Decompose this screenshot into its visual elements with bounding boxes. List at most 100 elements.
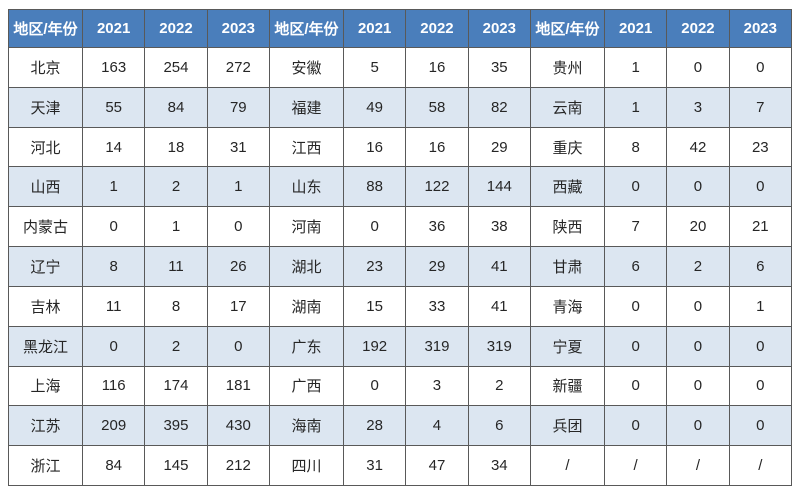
table-row: 黑龙江 0 2 0 广东 192 319 319 宁夏 0 0 0 — [8, 325, 793, 367]
value-cell: 144 — [467, 166, 531, 208]
value-cell: 0 — [728, 166, 793, 208]
value-cell: 6 — [467, 405, 531, 447]
value-cell: / — [666, 445, 730, 486]
region-cell: 甘肃 — [529, 246, 605, 287]
value-cell: 18 — [144, 126, 208, 168]
value-cell: 1 — [603, 86, 668, 128]
region-cell: 海南 — [268, 405, 344, 447]
value-cell: 55 — [81, 86, 146, 128]
value-cell: 0 — [206, 325, 270, 367]
region-cell: 上海 — [8, 365, 83, 407]
value-cell: 0 — [603, 166, 668, 208]
value-cell: 23 — [342, 246, 407, 287]
value-cell: / — [603, 445, 668, 486]
value-cell: 0 — [603, 285, 668, 327]
value-cell: 116 — [81, 365, 146, 407]
value-cell: 319 — [405, 325, 469, 367]
value-cell: 0 — [603, 325, 668, 367]
value-cell: 2 — [144, 325, 208, 367]
value-cell: 0 — [666, 365, 730, 407]
value-cell: 0 — [603, 405, 668, 447]
value-cell: 7 — [603, 206, 668, 248]
value-cell: 47 — [405, 445, 469, 486]
table-row: 吉林 11 8 17 湖南 15 33 41 青海 0 0 1 — [8, 285, 793, 327]
value-cell: 0 — [728, 47, 793, 88]
value-cell: / — [728, 445, 793, 486]
table-row: 江苏 209 395 430 海南 28 4 6 兵团 0 0 0 — [8, 405, 793, 447]
value-cell: 0 — [728, 405, 793, 447]
region-cell: 云南 — [529, 86, 605, 128]
region-cell: 贵州 — [529, 47, 605, 88]
header-cell-year: 2023 — [467, 9, 531, 48]
value-cell: 3 — [666, 86, 730, 128]
value-cell: 31 — [206, 126, 270, 168]
header-cell-region-year: 地区/年份 — [529, 9, 605, 48]
region-cell: 黑龙江 — [8, 325, 83, 367]
region-cell: 四川 — [268, 445, 344, 486]
value-cell: 145 — [144, 445, 208, 486]
value-cell: 0 — [342, 365, 407, 407]
value-cell: 0 — [666, 47, 730, 88]
table-row: 天津 55 84 79 福建 49 58 82 云南 1 3 7 — [8, 86, 793, 128]
value-cell: 181 — [206, 365, 270, 407]
region-cell: 江苏 — [8, 405, 83, 447]
region-cell: 山西 — [8, 166, 83, 208]
region-cell: 广西 — [268, 365, 344, 407]
value-cell: 31 — [342, 445, 407, 486]
region-cell: 江西 — [268, 126, 344, 168]
value-cell: 5 — [342, 47, 407, 88]
value-cell: 0 — [728, 365, 793, 407]
header-cell-year: 2021 — [342, 9, 407, 48]
region-cell: 陕西 — [529, 206, 605, 248]
value-cell: 4 — [405, 405, 469, 447]
region-cell: 湖南 — [268, 285, 344, 327]
header-cell-year: 2021 — [81, 9, 146, 48]
table-row: 山西 1 2 1 山东 88 122 144 西藏 0 0 0 — [8, 166, 793, 208]
value-cell: 16 — [342, 126, 407, 168]
value-cell: 192 — [342, 325, 407, 367]
value-cell: 319 — [467, 325, 531, 367]
region-cell: 辽宁 — [8, 246, 83, 287]
table-head: 地区/年份 2021 2022 2023 地区/年份 2021 2022 2023 地区/年份 2… — [8, 9, 793, 48]
value-cell: 82 — [467, 86, 531, 128]
value-cell: 0 — [81, 206, 146, 248]
region-cell: 兵团 — [529, 405, 605, 447]
value-cell: 212 — [206, 445, 270, 486]
value-cell: 1 — [206, 166, 270, 208]
value-cell: 6 — [728, 246, 793, 287]
value-cell: 209 — [81, 405, 146, 447]
value-cell: 8 — [144, 285, 208, 327]
value-cell: 49 — [342, 86, 407, 128]
value-cell: 254 — [144, 47, 208, 88]
table-header-row: 地区/年份 2021 2022 2023 地区/年份 2021 2022 2023 地区/年份 2… — [8, 9, 793, 48]
value-cell: 122 — [405, 166, 469, 208]
value-cell: 14 — [81, 126, 146, 168]
value-cell: 395 — [144, 405, 208, 447]
region-cell: 吉林 — [8, 285, 83, 327]
region-cell: 青海 — [529, 285, 605, 327]
value-cell: 41 — [467, 246, 531, 287]
header-cell-year: 2023 — [728, 9, 793, 48]
region-cell: 河南 — [268, 206, 344, 248]
region-cell: 安徽 — [268, 47, 344, 88]
value-cell: 272 — [206, 47, 270, 88]
region-cell: 新疆 — [529, 365, 605, 407]
value-cell: 16 — [405, 126, 469, 168]
value-cell: 29 — [405, 246, 469, 287]
region-year-data-table: 地区/年份 2021 2022 2023 地区/年份 2021 2022 2023 地区/年份 2… — [8, 9, 793, 486]
header-cell-year: 2023 — [206, 9, 270, 48]
region-cell: 天津 — [8, 86, 83, 128]
region-cell: 西藏 — [529, 166, 605, 208]
header-cell-region-year: 地区/年份 — [268, 9, 344, 48]
region-cell: 重庆 — [529, 126, 605, 168]
value-cell: 16 — [405, 47, 469, 88]
value-cell: 174 — [144, 365, 208, 407]
value-cell: 0 — [342, 206, 407, 248]
region-cell: 北京 — [8, 47, 83, 88]
table-row: 河北 14 18 31 江西 16 16 29 重庆 8 42 23 — [8, 126, 793, 168]
value-cell: 26 — [206, 246, 270, 287]
value-cell: 8 — [603, 126, 668, 168]
value-cell: 36 — [405, 206, 469, 248]
table-row: 内蒙古 0 1 0 河南 0 36 38 陕西 7 20 21 — [8, 206, 793, 248]
value-cell: 34 — [467, 445, 531, 486]
